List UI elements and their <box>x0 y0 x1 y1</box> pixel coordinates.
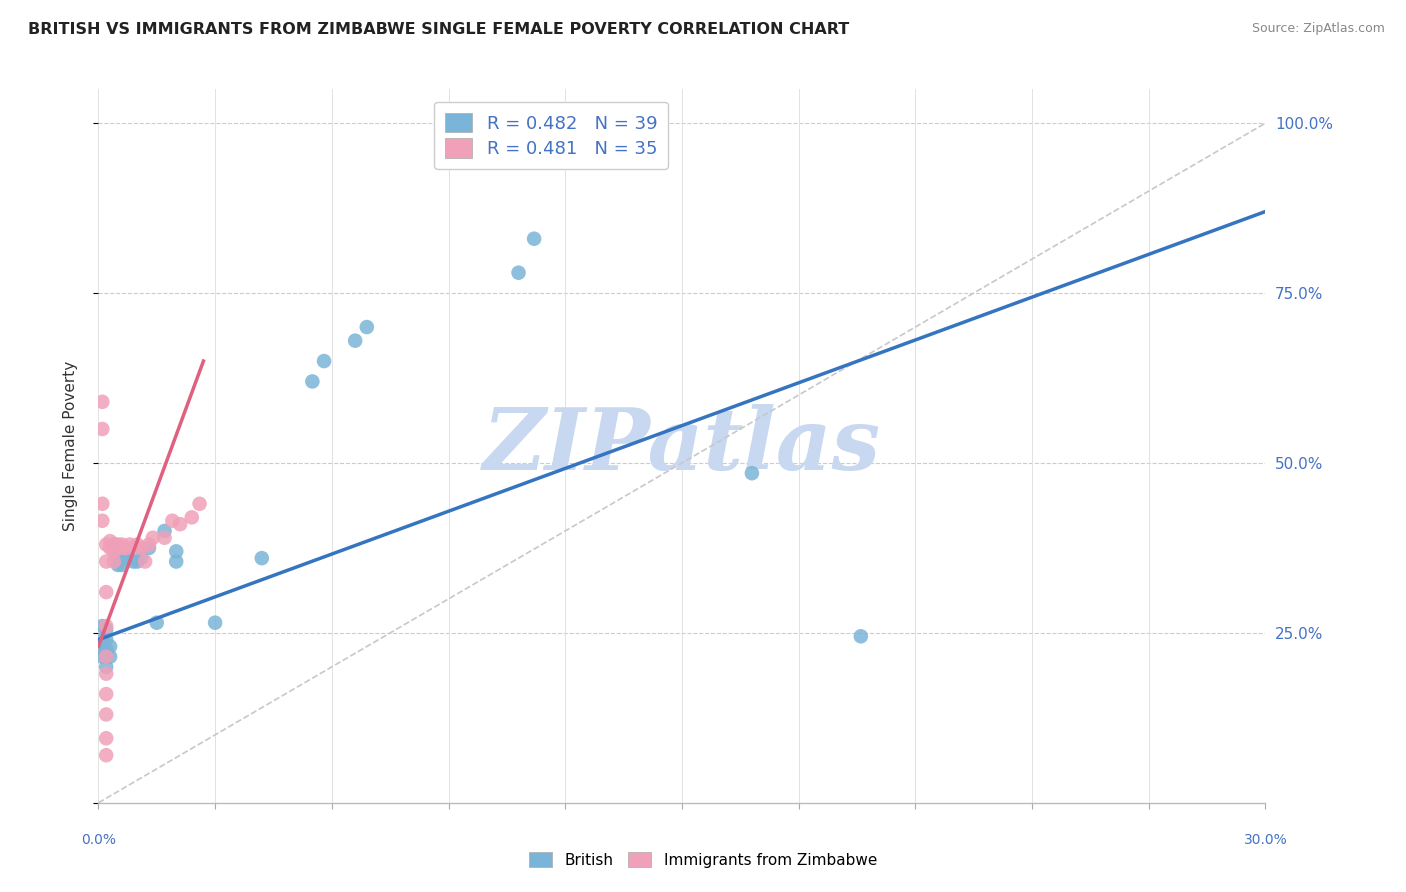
Point <box>165 555 187 569</box>
Point <box>107 555 129 569</box>
Point <box>107 558 129 572</box>
Point <box>96 666 118 681</box>
Point <box>96 619 118 633</box>
Point <box>146 615 169 630</box>
Point <box>103 537 125 551</box>
Legend: British, Immigrants from Zimbabwe: British, Immigrants from Zimbabwe <box>522 844 884 875</box>
Point <box>96 707 118 722</box>
Point <box>107 548 129 562</box>
Text: Source: ZipAtlas.com: Source: ZipAtlas.com <box>1251 22 1385 36</box>
Point <box>91 394 114 409</box>
Point <box>127 537 149 551</box>
Point <box>153 524 176 538</box>
Point <box>437 144 460 158</box>
Point <box>122 555 145 569</box>
Point <box>96 585 118 599</box>
Point <box>204 615 226 630</box>
Point <box>103 555 125 569</box>
Point <box>129 541 152 555</box>
Point <box>122 541 145 555</box>
Point <box>91 514 114 528</box>
Legend: R = 0.482   N = 39, R = 0.481   N = 35: R = 0.482 N = 39, R = 0.481 N = 35 <box>434 102 668 169</box>
Point <box>741 466 763 480</box>
Point <box>153 531 176 545</box>
Text: ZIPatlas: ZIPatlas <box>482 404 882 488</box>
Point <box>91 619 114 633</box>
Point <box>98 649 121 664</box>
Point <box>344 334 367 348</box>
Point <box>96 643 118 657</box>
Point <box>138 541 160 555</box>
Point <box>111 558 134 572</box>
Point <box>134 555 156 569</box>
Point <box>96 660 118 674</box>
Point <box>356 320 378 334</box>
Point <box>96 731 118 746</box>
Point <box>165 544 187 558</box>
Point <box>114 551 136 566</box>
Point <box>91 643 114 657</box>
Point <box>98 541 121 555</box>
Point <box>129 551 152 566</box>
Text: 0.0%: 0.0% <box>82 833 115 847</box>
Point <box>118 551 141 566</box>
Point <box>96 623 118 637</box>
Text: BRITISH VS IMMIGRANTS FROM ZIMBABWE SINGLE FEMALE POVERTY CORRELATION CHART: BRITISH VS IMMIGRANTS FROM ZIMBABWE SING… <box>28 22 849 37</box>
Point <box>91 497 114 511</box>
Point <box>96 537 118 551</box>
Point <box>91 649 114 664</box>
Point <box>508 266 530 280</box>
Point <box>111 537 134 551</box>
Point <box>103 537 125 551</box>
Point <box>91 422 114 436</box>
Point <box>162 514 184 528</box>
Point <box>96 649 118 664</box>
Point <box>312 354 335 368</box>
Point <box>98 534 121 549</box>
Text: 30.0%: 30.0% <box>1243 833 1288 847</box>
Point <box>523 232 546 246</box>
Point <box>118 537 141 551</box>
Point <box>127 555 149 569</box>
Point <box>96 748 118 763</box>
Point <box>142 531 165 545</box>
Point <box>169 517 191 532</box>
Point <box>111 551 134 566</box>
Point <box>138 537 160 551</box>
Point <box>96 632 118 647</box>
Point <box>107 537 129 551</box>
Point <box>114 541 136 555</box>
Point <box>301 375 323 389</box>
Point <box>188 497 211 511</box>
Point <box>96 555 118 569</box>
Y-axis label: Single Female Poverty: Single Female Poverty <box>63 361 77 531</box>
Point <box>849 629 872 643</box>
Point <box>111 541 134 555</box>
Point <box>91 632 114 647</box>
Point <box>98 640 121 654</box>
Point <box>103 544 125 558</box>
Point <box>464 144 486 158</box>
Point <box>96 687 118 701</box>
Point <box>96 649 118 664</box>
Point <box>180 510 202 524</box>
Point <box>250 551 273 566</box>
